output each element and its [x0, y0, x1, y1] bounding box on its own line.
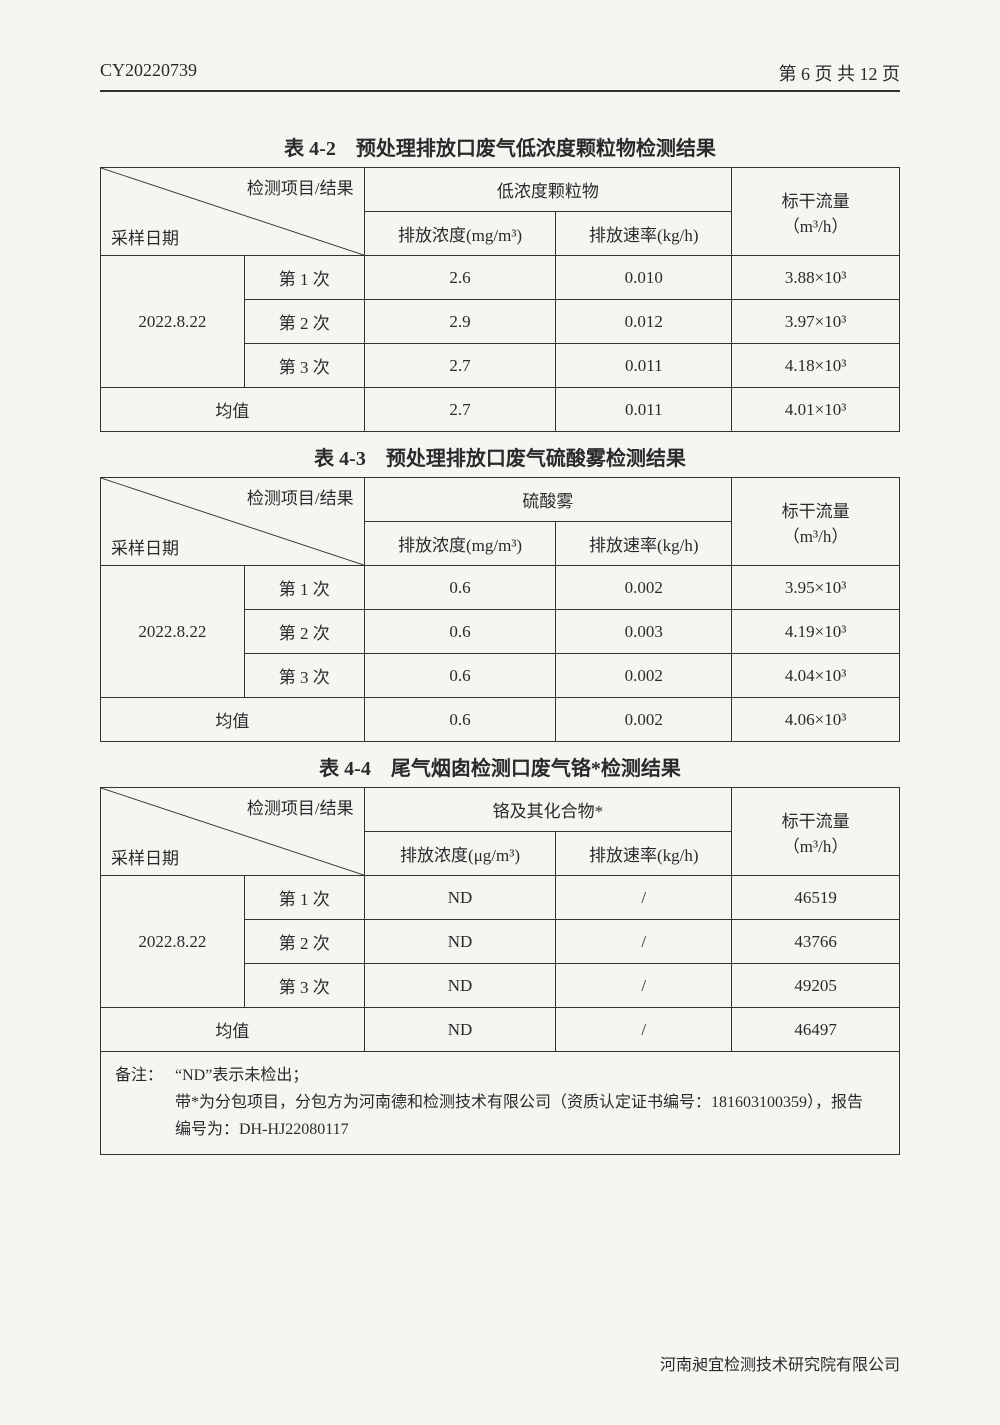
std-flow-header: 标干流量 （m³/h） — [732, 478, 900, 566]
mean-label: 均值 — [101, 698, 365, 742]
rate-value: 0.002 — [556, 654, 732, 698]
table-4-4-title: 表 4-4 尾气烟囱检测口废气铬*检测结果 — [100, 752, 900, 781]
page-header: CY20220739 第 6 页 共 12 页 — [100, 60, 900, 92]
sample-num: 第 2 次 — [244, 300, 364, 344]
flow-value: 4.06×10³ — [732, 698, 900, 742]
conc-value: ND — [364, 920, 556, 964]
sample-date: 2022.8.22 — [101, 876, 245, 1008]
rate-value: 0.011 — [556, 388, 732, 432]
sample-num: 第 2 次 — [244, 920, 364, 964]
rate-header: 排放速率(kg/h) — [556, 522, 732, 566]
table-mean-row: 均值 2.7 0.011 4.01×10³ — [101, 388, 900, 432]
conc-value: 0.6 — [364, 610, 556, 654]
sample-date: 2022.8.22 — [101, 256, 245, 388]
flow-value: 4.04×10³ — [732, 654, 900, 698]
conc-value: 2.9 — [364, 300, 556, 344]
flow-value: 3.95×10³ — [732, 566, 900, 610]
flow-value: 46497 — [732, 1008, 900, 1052]
table-header-row: 检测项目/结果 采样日期 低浓度颗粒物 标干流量 （m³/h） — [101, 168, 900, 212]
std-flow-header: 标干流量 （m³/h） — [732, 168, 900, 256]
sample-date: 2022.8.22 — [101, 566, 245, 698]
table-header-row: 检测项目/结果 采样日期 铬及其化合物* 标干流量 （m³/h） — [101, 788, 900, 832]
substance-header: 铬及其化合物* — [364, 788, 732, 832]
conc-value: ND — [364, 964, 556, 1008]
rate-value: 0.003 — [556, 610, 732, 654]
conc-value: 0.6 — [364, 698, 556, 742]
sample-num: 第 3 次 — [244, 964, 364, 1008]
rate-header: 排放速率(kg/h) — [556, 832, 732, 876]
table-4-3: 检测项目/结果 采样日期 硫酸雾 标干流量 （m³/h） 排放浓度(mg/m³)… — [100, 477, 900, 742]
rate-header: 排放速率(kg/h) — [556, 212, 732, 256]
conc-header: 排放浓度(mg/m³) — [364, 522, 556, 566]
table-row: 2022.8.22 第 1 次 0.6 0.002 3.95×10³ — [101, 566, 900, 610]
table-4-2: 检测项目/结果 采样日期 低浓度颗粒物 标干流量 （m³/h） 排放浓度(mg/… — [100, 167, 900, 432]
conc-value: 2.6 — [364, 256, 556, 300]
flow-value: 46519 — [732, 876, 900, 920]
table-4-2-title: 表 4-2 预处理排放口废气低浓度颗粒物检测结果 — [100, 132, 900, 161]
page-number: 第 6 页 共 12 页 — [779, 60, 901, 86]
sample-num: 第 1 次 — [244, 256, 364, 300]
mean-label: 均值 — [101, 1008, 365, 1052]
sample-num: 第 1 次 — [244, 876, 364, 920]
diagonal-header: 检测项目/结果 采样日期 — [101, 478, 365, 566]
flow-value: 4.01×10³ — [732, 388, 900, 432]
diagonal-header: 检测项目/结果 采样日期 — [101, 168, 365, 256]
diagonal-header: 检测项目/结果 采样日期 — [101, 788, 365, 876]
rate-value: / — [556, 1008, 732, 1052]
flow-value: 3.97×10³ — [732, 300, 900, 344]
rate-value: / — [556, 920, 732, 964]
table-note: 备注：“ND”表示未检出；带*为分包项目，分包方为河南德和检测技术有限公司（资质… — [101, 1052, 900, 1155]
table-header-row: 检测项目/结果 采样日期 硫酸雾 标干流量 （m³/h） — [101, 478, 900, 522]
flow-value: 49205 — [732, 964, 900, 1008]
table-row: 2022.8.22 第 1 次 2.6 0.010 3.88×10³ — [101, 256, 900, 300]
table-row: 2022.8.22 第 1 次 ND / 46519 — [101, 876, 900, 920]
std-flow-header: 标干流量 （m³/h） — [732, 788, 900, 876]
rate-value: 0.002 — [556, 566, 732, 610]
conc-header: 排放浓度(mg/m³) — [364, 212, 556, 256]
sample-num: 第 1 次 — [244, 566, 364, 610]
sample-num: 第 3 次 — [244, 654, 364, 698]
table-note-row: 备注：“ND”表示未检出；带*为分包项目，分包方为河南德和检测技术有限公司（资质… — [101, 1052, 900, 1155]
rate-value: 0.011 — [556, 344, 732, 388]
mean-label: 均值 — [101, 388, 365, 432]
conc-value: ND — [364, 876, 556, 920]
table-4-3-title: 表 4-3 预处理排放口废气硫酸雾检测结果 — [100, 442, 900, 471]
sample-num: 第 3 次 — [244, 344, 364, 388]
flow-value: 4.19×10³ — [732, 610, 900, 654]
rate-value: 0.010 — [556, 256, 732, 300]
conc-value: 2.7 — [364, 344, 556, 388]
substance-header: 低浓度颗粒物 — [364, 168, 732, 212]
flow-value: 43766 — [732, 920, 900, 964]
page-footer: 河南昶宜检测技术研究院有限公司 — [660, 1351, 900, 1375]
table-4-4: 检测项目/结果 采样日期 铬及其化合物* 标干流量 （m³/h） 排放浓度(μg… — [100, 787, 900, 1155]
doc-id: CY20220739 — [100, 60, 197, 86]
table-mean-row: 均值 0.6 0.002 4.06×10³ — [101, 698, 900, 742]
conc-value: 0.6 — [364, 654, 556, 698]
rate-value: 0.002 — [556, 698, 732, 742]
conc-value: ND — [364, 1008, 556, 1052]
conc-header: 排放浓度(μg/m³) — [364, 832, 556, 876]
flow-value: 3.88×10³ — [732, 256, 900, 300]
table-mean-row: 均值 ND / 46497 — [101, 1008, 900, 1052]
conc-value: 2.7 — [364, 388, 556, 432]
rate-value: 0.012 — [556, 300, 732, 344]
rate-value: / — [556, 964, 732, 1008]
flow-value: 4.18×10³ — [732, 344, 900, 388]
substance-header: 硫酸雾 — [364, 478, 732, 522]
sample-num: 第 2 次 — [244, 610, 364, 654]
rate-value: / — [556, 876, 732, 920]
conc-value: 0.6 — [364, 566, 556, 610]
